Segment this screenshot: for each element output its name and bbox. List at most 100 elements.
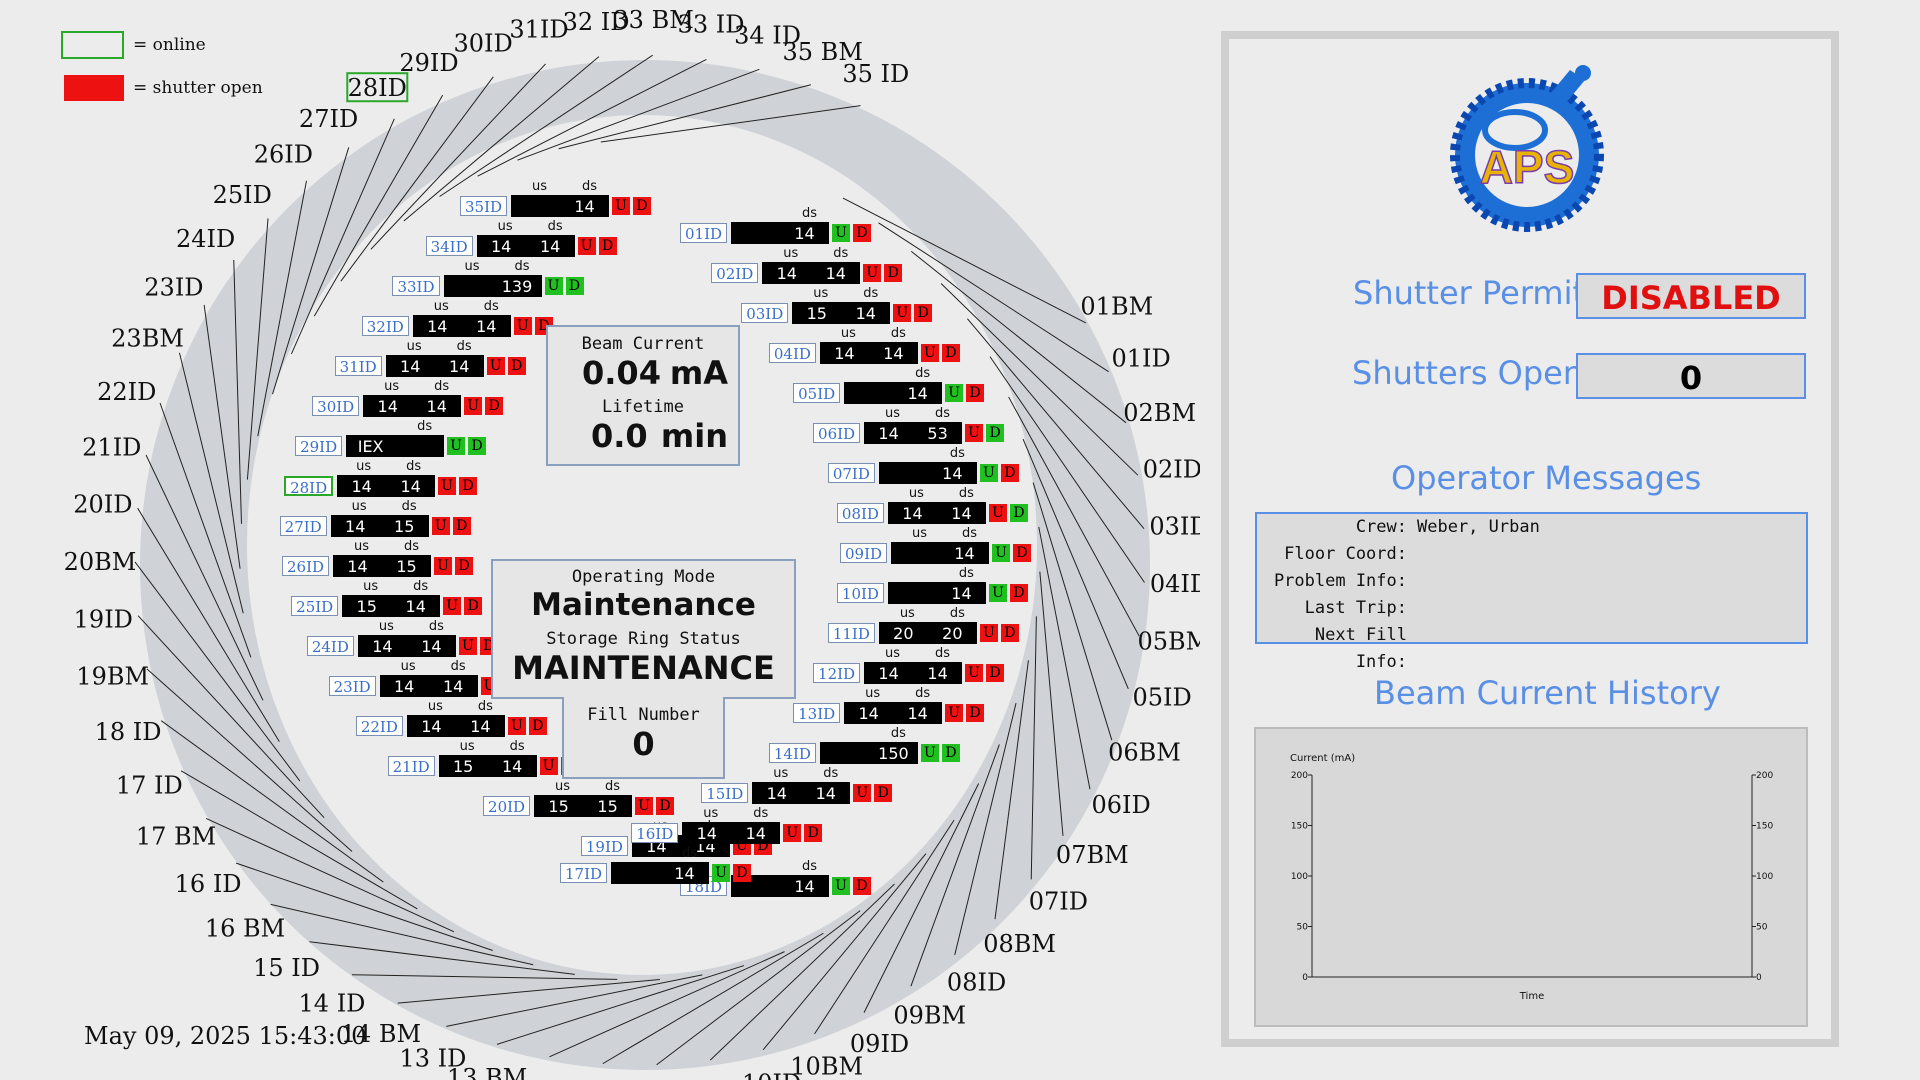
ring-label-34id: 34 ID — [734, 21, 801, 49]
legend-shutter-open-label: = shutter open — [133, 78, 263, 98]
beamline-name[interactable]: 05ID — [793, 383, 841, 403]
ring-label-14bm: 14 BM — [341, 1020, 421, 1048]
beamline-name[interactable]: 10ID — [836, 583, 884, 603]
beamline-09id[interactable]: 09ID 14 U D — [840, 541, 1032, 565]
legend-shutter-open-swatch — [64, 75, 124, 101]
beamline-04id[interactable]: 04ID 14 14 U D — [768, 341, 960, 365]
history-tick-label: 100 — [1756, 872, 1773, 882]
ds-header: ds — [823, 766, 839, 781]
beamline-name[interactable]: 06ID — [813, 423, 861, 443]
beamline-name[interactable]: 12ID — [813, 663, 861, 683]
beamline-name[interactable]: 23ID — [328, 676, 376, 696]
beamline-name[interactable]: 21ID — [387, 756, 435, 776]
beamline-22id[interactable]: 22ID 14 14 U D — [355, 714, 547, 738]
beamline-name[interactable]: 13ID — [793, 703, 841, 723]
beamline-name[interactable]: 35ID — [460, 196, 508, 216]
beamline-28id[interactable]: 28ID 14 14 U D — [284, 474, 478, 498]
beamline-name[interactable]: 28ID — [284, 476, 334, 497]
beamline-14id[interactable]: 14ID 150 U D — [768, 741, 960, 765]
beamline-name[interactable]: 08ID — [836, 503, 884, 523]
shutter-u-indicator: U — [988, 584, 1007, 602]
shutter-u-indicator: U — [431, 517, 450, 535]
beamline-07id[interactable]: 07ID 14 U D — [827, 461, 1019, 485]
beamline-08id[interactable]: 08ID 14 14 U D — [836, 501, 1028, 525]
beamline-name[interactable]: 24ID — [306, 636, 354, 656]
beamline-31id[interactable]: 31ID 14 14 U D — [334, 354, 526, 378]
beamline-name[interactable]: 16ID — [631, 823, 679, 843]
beamline-name[interactable]: 09ID — [840, 543, 888, 563]
us-header: us — [384, 379, 400, 394]
beamline-name[interactable]: 22ID — [355, 716, 403, 736]
beamline-name[interactable]: 31ID — [334, 356, 382, 376]
beamline-12id[interactable]: 12ID 14 14 U D — [813, 661, 1005, 685]
beamline-33id[interactable]: 33ID 139 U D — [392, 274, 584, 298]
beamline-name[interactable]: 33ID — [392, 276, 440, 296]
beamline-03id[interactable]: 03ID 15 14 U D — [741, 301, 933, 325]
ring-sector-line — [1022, 438, 1129, 690]
beamline-02id[interactable]: 02ID 14 14 U D — [711, 261, 903, 285]
beam-current-history-title: Beam Current History — [1374, 674, 1721, 712]
beamline-name[interactable]: 03ID — [741, 303, 789, 323]
shutter-d-indicator: D — [853, 877, 872, 895]
beamline-10id[interactable]: 10ID 14 U D — [836, 581, 1028, 605]
beamline-26id[interactable]: 26ID 14 15 U D — [282, 554, 474, 578]
ds-header: ds — [682, 846, 698, 861]
beamline-05id[interactable]: 05ID 14 U D — [793, 381, 985, 405]
shutter-d-indicator: D — [468, 437, 487, 455]
beamline-15id[interactable]: 15ID 14 14 U D — [701, 781, 893, 805]
beamline-name[interactable]: 34ID — [425, 236, 473, 256]
shutter-u-indicator: U — [464, 397, 483, 415]
us-header: us — [354, 539, 370, 554]
beamline-01id[interactable]: 01ID 14 U D — [680, 221, 872, 245]
beamline-29id[interactable]: 29ID IEX U D — [295, 434, 487, 458]
beamline-ds-value: 15 — [396, 556, 417, 576]
beamline-name[interactable]: 26ID — [282, 556, 330, 576]
beamline-name[interactable]: 19ID — [580, 836, 628, 856]
beamline-21id[interactable]: 21ID1514UD — [387, 754, 579, 778]
beamline-13id[interactable]: 13ID 14 14 U D — [793, 701, 985, 725]
beamline-name[interactable]: 27ID — [279, 516, 327, 536]
storage-ring-diagram: 01BM 01ID 02BM 02ID 03ID 04ID 05BM 05ID 06BM 06ID… — [64, 6, 1200, 1080]
beamline-name[interactable]: 11ID — [827, 623, 875, 643]
history-tick-label: 0 — [1302, 973, 1308, 983]
beamline-23id[interactable]: 23ID1414UD — [328, 674, 520, 698]
beamline-34id[interactable]: 34ID 14 14 U D — [425, 234, 617, 258]
beamline-25id[interactable]: 25ID 15 14 U D — [291, 594, 483, 618]
ring-sector-line — [842, 197, 1087, 324]
beamline-name[interactable]: 20ID — [483, 796, 531, 816]
beamline-11id[interactable]: 11ID 20 20 U D — [827, 621, 1019, 645]
beamline-name[interactable]: 29ID — [295, 436, 343, 456]
ring-label-08id: 08ID — [947, 968, 1006, 996]
beamline-name[interactable]: 15ID — [701, 783, 749, 803]
beamline-us-value: IEX — [357, 436, 384, 456]
ring-sector-line — [1008, 396, 1140, 637]
beamline-name[interactable]: 14ID — [768, 743, 816, 763]
beamline-name[interactable]: 02ID — [711, 263, 759, 283]
beamline-name[interactable]: 32ID — [361, 316, 409, 336]
beamline-name[interactable]: 25ID — [291, 596, 339, 616]
beamline-name[interactable]: 30ID — [312, 396, 360, 416]
beamline-readout: 14 15 — [330, 515, 429, 537]
ring-label-28id: 28ID — [348, 74, 407, 102]
message-value: Weber, Urban — [1417, 517, 1540, 537]
beamline-24id[interactable]: 24ID 14 14 U D — [306, 634, 498, 658]
ring-sector-line — [446, 974, 703, 1027]
beamline-us-value: 14 — [377, 396, 398, 416]
beamline-name[interactable]: 17ID — [560, 863, 608, 883]
beamline-35id[interactable]: 35ID 14 U D — [460, 194, 652, 218]
beamline-name[interactable]: 01ID — [680, 223, 728, 243]
beamline-18id[interactable]: 18ID 14 U D — [680, 874, 872, 898]
beamline-06id[interactable]: 06ID 14 53 U D — [813, 421, 1005, 445]
beamline-name[interactable]: 04ID — [768, 343, 816, 363]
shutter-u-indicator: U — [853, 784, 872, 802]
beamline-name[interactable]: 07ID — [827, 463, 875, 483]
message-key: Problem Info: — [1273, 571, 1407, 591]
beamline-27id[interactable]: 27ID 14 15 U D — [279, 514, 471, 538]
beamline-17id[interactable]: 17ID 14 U D — [560, 861, 752, 885]
beamline-readout: 14 14 — [864, 662, 963, 684]
beamline-20id[interactable]: 20ID 15 15 U D — [483, 794, 675, 818]
beamline-us-value: 14 — [490, 236, 512, 256]
beamline-32id[interactable]: 32ID 14 14 U D — [361, 314, 553, 338]
beamline-16id[interactable]: 16ID 14 14 U D — [631, 821, 823, 845]
beamline-30id[interactable]: 30ID 14 14 U D — [312, 394, 504, 418]
